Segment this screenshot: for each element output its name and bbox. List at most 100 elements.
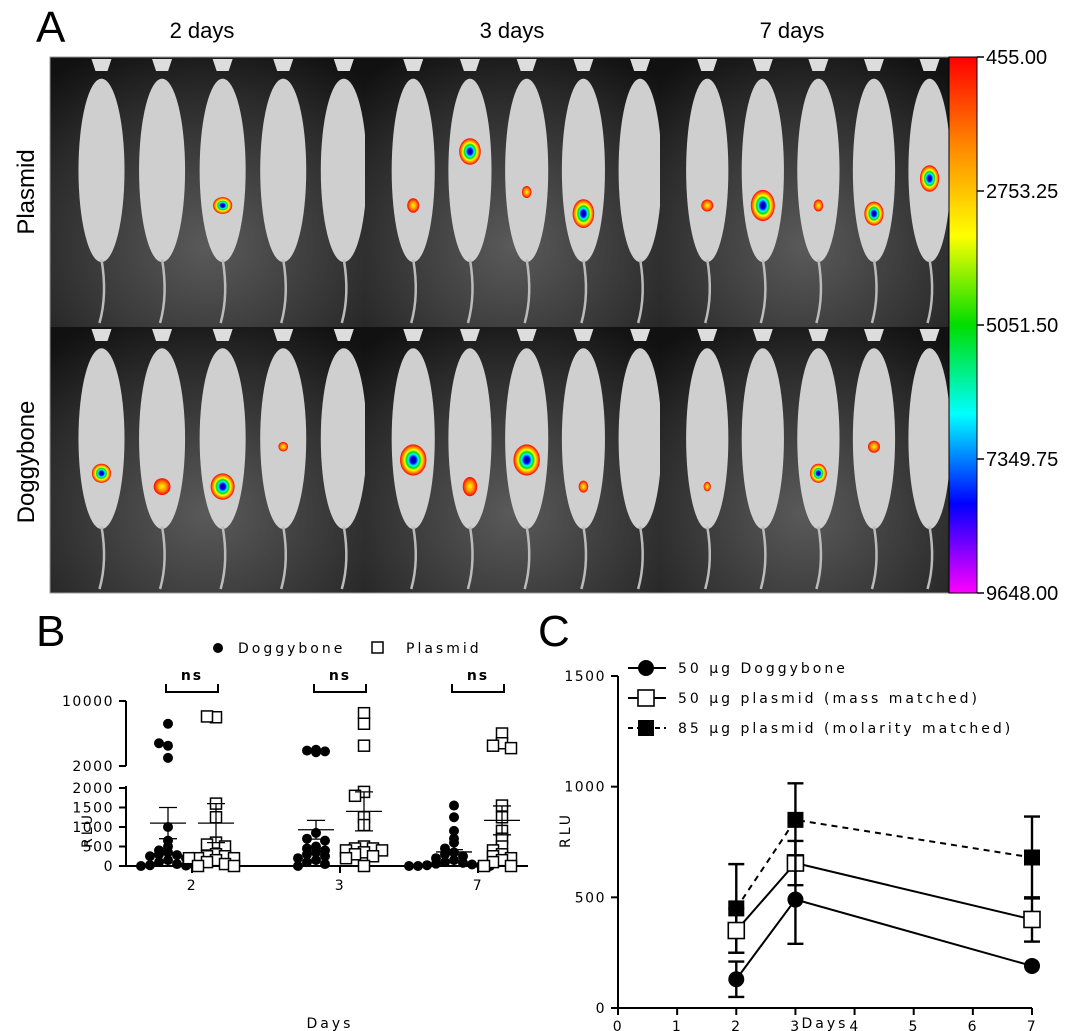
mouse-body (561, 348, 605, 530)
restraint-clip (752, 59, 773, 71)
legend-label-plasmid: Plasmid (406, 641, 482, 657)
x-tick-label: 2 (731, 1019, 741, 1031)
mouse-body (448, 348, 492, 530)
data-point (163, 752, 173, 763)
mouse-body (78, 78, 125, 263)
significance-bracket (313, 684, 367, 693)
y-tick-label: 1500 (564, 669, 606, 685)
series-path (735, 898, 1033, 980)
data-point (163, 847, 173, 858)
restraint-clip (152, 59, 173, 71)
data-point (136, 861, 146, 871)
legend-entry: 85 µg plasmid (molarity matched) (628, 720, 1010, 737)
data-point (431, 858, 441, 869)
mouse-body (199, 348, 246, 530)
data-point (227, 859, 241, 873)
data-point (311, 855, 321, 866)
data-point (638, 720, 654, 736)
mouse-tail (219, 526, 227, 590)
y-axis-label: RLU (558, 812, 574, 848)
mouse-tail (340, 259, 348, 324)
data-point (145, 860, 155, 871)
data-point (348, 789, 362, 803)
restraint-clip (697, 59, 718, 71)
x-tick-label: 0 (613, 1019, 623, 1031)
mouse-tail (98, 526, 106, 590)
x-tick-label: 1 (672, 1019, 682, 1031)
data-point (787, 811, 804, 828)
x-tick-label: 6 (968, 1019, 978, 1031)
data-point (637, 689, 655, 707)
mouse-body (139, 348, 186, 530)
data-point (357, 739, 371, 752)
colorbar-tick-label: 2753.25 (986, 181, 1058, 203)
y-tick-label: 1000 (72, 820, 114, 836)
mouse-tail (158, 259, 166, 324)
x-axis-label: Days (802, 1016, 849, 1031)
mouse-tail (870, 526, 878, 590)
colorbar-tick-label: 455.00 (986, 47, 1047, 69)
time-header-7-days: 7 days (760, 18, 825, 43)
restraint-clip (752, 329, 773, 341)
colorbar-tick-label: 7349.75 (986, 449, 1058, 471)
restraint-clip (212, 329, 233, 341)
mouse-tail (704, 526, 712, 590)
chart-b: 0 500 1000 1500 2000 2000 10000 2 3 7 Days RLU Doggy… (62, 641, 528, 1031)
bioluminescence-signal (867, 440, 880, 453)
bioluminescence-signal (400, 444, 427, 476)
data-point (366, 850, 380, 863)
bioluminescence-signal (750, 189, 775, 222)
data-point (357, 706, 371, 720)
bioluminescence-signal (278, 441, 289, 452)
data-point (728, 971, 745, 988)
data-point (413, 861, 423, 871)
mouse-tail (636, 526, 644, 590)
mouse-tail (280, 259, 288, 324)
imaging-cell (660, 327, 951, 593)
mouse-tail (636, 259, 644, 324)
data-point (440, 857, 450, 868)
mouse-tail (926, 526, 934, 590)
restraint-clip (273, 329, 294, 341)
mouse-body (741, 348, 784, 530)
data-point (302, 857, 312, 868)
mouse-tail (219, 259, 227, 324)
data-point (311, 847, 321, 858)
mouse-tail (870, 259, 878, 324)
mouse-body (908, 348, 951, 530)
legend-marker-plasmid (371, 641, 384, 654)
data-point (404, 861, 414, 871)
bioluminescence-signal (703, 481, 711, 492)
mouse-body (561, 78, 605, 263)
mouse-tail (466, 259, 474, 324)
mouse-body (741, 78, 784, 263)
data-point (145, 851, 155, 862)
mouse-body (852, 348, 896, 530)
x-tick-label: 3 (335, 878, 345, 894)
data-point (172, 850, 182, 861)
restraint-clip (863, 59, 884, 71)
mouse-tail (926, 259, 934, 324)
imaging-grid (49, 56, 951, 594)
data-point (422, 860, 432, 871)
significance-bracket (165, 684, 219, 693)
restraint-clip (152, 329, 173, 341)
legend-label: 50 µg plasmid (mass matched) (678, 691, 980, 707)
mouse-body (139, 78, 186, 263)
mouse-tail (410, 259, 418, 324)
panel-c-letter: C (538, 607, 570, 656)
data-point (1023, 910, 1041, 929)
legend-entry: 50 µg plasmid (mass matched) (628, 689, 980, 707)
significance-label: ns (329, 668, 351, 684)
restraint-clip (333, 59, 354, 71)
mouse-body (320, 348, 367, 530)
row-label-doggybone: Doggybone (13, 401, 40, 524)
data-point (638, 660, 654, 676)
legend-label: 50 µg Doggybone (678, 661, 848, 677)
y-tick-label: 2000 (72, 781, 114, 797)
imaging-cell (365, 327, 662, 593)
bioluminescence-signal (809, 463, 827, 483)
data-point (449, 812, 459, 823)
colorbar-tick-label: 5051.50 (986, 315, 1058, 337)
